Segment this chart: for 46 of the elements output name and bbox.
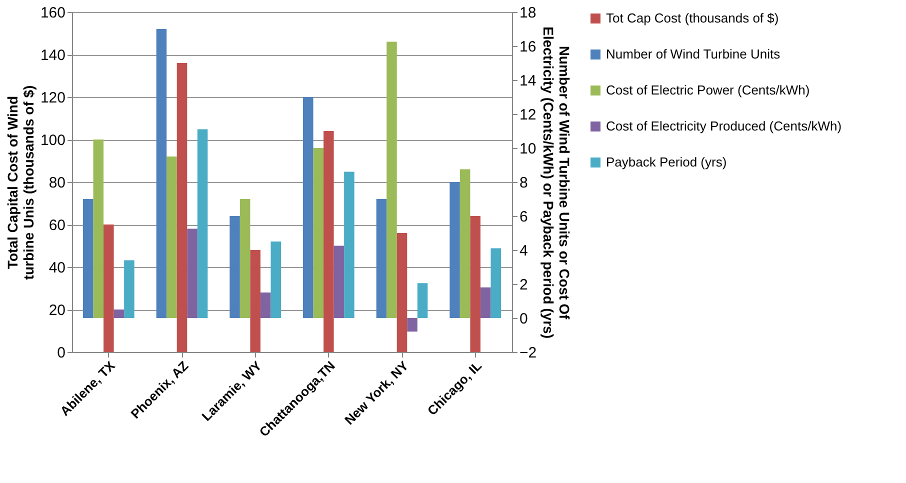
y-axis-title: Total Capital Cost of Wind turbine Unis (thousands of $) [4, 85, 36, 280]
y-tick-label: 120 [40, 90, 66, 106]
bar [156, 29, 167, 318]
bar [260, 292, 271, 318]
bar [344, 172, 354, 318]
y-tick-label: 140 [40, 47, 66, 64]
bar [303, 97, 314, 318]
y2-tick-label: 18 [520, 4, 536, 22]
legend-label: Tot Cap Cost (thousands of $) [606, 10, 779, 26]
y-tick-label: 20 [48, 302, 66, 319]
bar [386, 42, 397, 318]
y2-tick-label: 0 [520, 310, 528, 328]
legend-label: Cost of Electricity Produced (Cents/kWh) [606, 118, 842, 134]
bar [417, 283, 428, 318]
bar [407, 318, 418, 332]
bar [114, 310, 124, 318]
y-tick-label: 40 [48, 260, 66, 276]
y2-tick-label: −2 [520, 344, 537, 362]
y-tick-label: 100 [40, 132, 66, 149]
legend-label: Number of Wind Turbine Units [606, 46, 781, 62]
y2-tick-label: 12 [520, 106, 536, 124]
bar [480, 287, 491, 318]
legend-label: Payback Period (yrs) [606, 154, 727, 170]
y2-tick-label: 16 [520, 38, 536, 56]
bar [230, 216, 240, 318]
y2-tick-label: 6 [520, 208, 528, 226]
bar [270, 242, 281, 318]
y-tick-label: 80 [48, 174, 66, 192]
bar [83, 199, 94, 318]
bar [334, 246, 344, 318]
bar [376, 199, 387, 318]
bar [124, 260, 134, 318]
legend-label: Cost of Electric Power (Cents/kWh) [606, 82, 810, 98]
y-tick-label: 160 [40, 4, 66, 22]
bar [187, 228, 198, 318]
y-tick-label: 0 [57, 344, 66, 362]
y2-axis-title: Number of Wind Turbine Units or Cost Of Electricity (Cents/kWh) or Payback period (yrs) [540, 26, 573, 338]
bar [450, 182, 460, 318]
y2-tick-label: 14 [520, 72, 536, 90]
y2-tick-label: 4 [520, 242, 528, 260]
y-tick-label: 60 [48, 217, 66, 234]
bar [197, 129, 208, 318]
y2-tick-label: 2 [520, 276, 528, 294]
y2-tick-label: 10 [520, 140, 536, 158]
y2-tick-label: 8 [520, 174, 528, 192]
bar [490, 248, 501, 318]
